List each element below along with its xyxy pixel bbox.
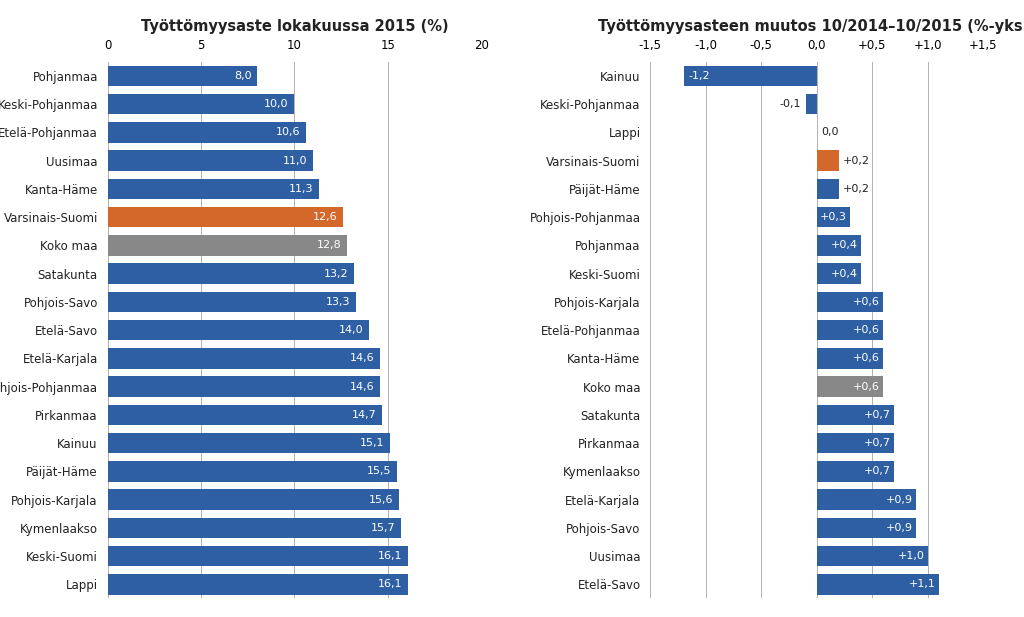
Text: 15,1: 15,1 [359,438,384,448]
Text: +0,9: +0,9 [886,495,913,505]
Text: +0,9: +0,9 [886,523,913,533]
Bar [817,376,883,397]
Text: +0,7: +0,7 [864,466,891,476]
Text: 13,3: 13,3 [326,297,350,307]
Bar [108,235,347,255]
Bar [108,433,390,453]
Bar [108,263,354,284]
Text: 13,2: 13,2 [324,268,348,279]
Bar [817,546,928,566]
Text: 14,6: 14,6 [350,381,375,392]
Text: 14,0: 14,0 [339,325,364,335]
Text: 10,0: 10,0 [264,99,289,109]
Bar [108,574,409,595]
Text: +0,2: +0,2 [844,184,870,194]
Bar [108,489,399,510]
Text: 15,6: 15,6 [369,495,393,505]
Text: +0,7: +0,7 [864,410,891,420]
Text: 11,3: 11,3 [289,184,313,194]
Bar [108,348,380,368]
Bar [817,151,839,171]
Bar [817,405,894,425]
Text: 12,8: 12,8 [316,241,341,251]
Bar [817,179,839,199]
Text: 12,6: 12,6 [312,212,337,222]
Bar [108,405,382,425]
Bar [817,433,894,453]
Bar [108,292,356,312]
Text: +0,6: +0,6 [853,381,880,392]
Text: -1,2: -1,2 [688,71,710,81]
Text: 15,5: 15,5 [367,466,391,476]
Bar [817,518,916,538]
Text: +1,1: +1,1 [908,579,935,589]
Title: Työttömyysasteen muutos 10/2014–10/2015 (%-yks.): Työttömyysasteen muutos 10/2014–10/2015 … [598,19,1024,34]
Bar [817,574,939,595]
Bar [108,122,305,143]
Text: -0,1: -0,1 [779,99,801,109]
Bar [817,292,883,312]
Bar [108,518,401,538]
Bar [817,489,916,510]
Bar [108,179,318,199]
Text: +0,4: +0,4 [830,241,858,251]
Text: +0,4: +0,4 [830,268,858,279]
Bar [817,235,861,255]
Text: 8,0: 8,0 [233,71,252,81]
Text: +0,6: +0,6 [853,297,880,307]
Bar [817,207,850,227]
Text: 0,0: 0,0 [821,127,839,138]
Text: 15,7: 15,7 [371,523,395,533]
Text: +0,6: +0,6 [853,354,880,363]
Bar [806,94,817,114]
Bar [108,151,313,171]
Text: +1,0: +1,0 [897,551,925,561]
Bar [817,461,894,481]
Bar [108,207,343,227]
Title: Työttömyysaste lokakuussa 2015 (%): Työttömyysaste lokakuussa 2015 (%) [140,19,449,34]
Text: +0,3: +0,3 [820,212,847,222]
Bar [108,94,295,114]
Text: +0,7: +0,7 [864,438,891,448]
Text: 16,1: 16,1 [378,579,402,589]
Text: 11,0: 11,0 [283,155,307,165]
Bar [684,65,817,86]
Text: 10,6: 10,6 [275,127,300,138]
Bar [817,348,883,368]
Bar [108,65,257,86]
Text: +0,2: +0,2 [844,155,870,165]
Bar [817,263,861,284]
Bar [108,461,397,481]
Bar [108,320,369,340]
Bar [817,320,883,340]
Text: 16,1: 16,1 [378,551,402,561]
Text: 14,7: 14,7 [352,410,377,420]
Bar [108,376,380,397]
Text: +0,6: +0,6 [853,325,880,335]
Text: 14,6: 14,6 [350,354,375,363]
Bar [108,546,409,566]
